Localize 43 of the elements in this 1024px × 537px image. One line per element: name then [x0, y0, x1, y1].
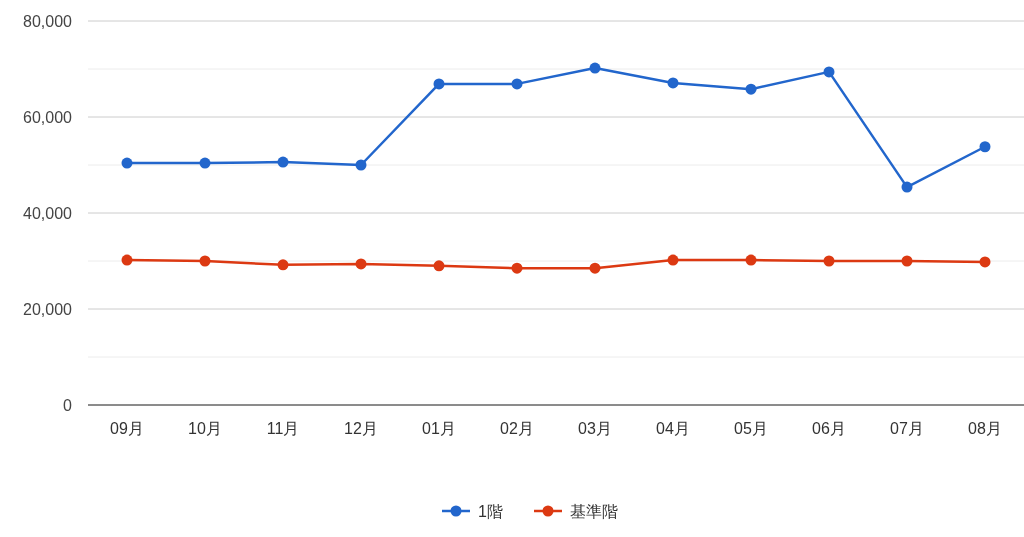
- x-tick-label: 12月: [344, 420, 378, 437]
- point: [355, 258, 367, 270]
- point: [745, 254, 757, 266]
- legend-label: 1階: [478, 502, 503, 520]
- x-tick-label: 07月: [890, 420, 924, 437]
- x-tick-label: 04月: [656, 420, 690, 437]
- point: [121, 157, 133, 169]
- point: [355, 159, 367, 171]
- point: [979, 256, 991, 268]
- point: [433, 260, 445, 272]
- point: [589, 62, 601, 74]
- x-tick-label: 10月: [188, 420, 222, 437]
- point: [511, 262, 523, 274]
- y-tick-label: 20,000: [23, 300, 73, 318]
- point: [901, 181, 913, 193]
- point: [589, 262, 601, 274]
- point: [823, 255, 835, 267]
- point: [901, 255, 913, 267]
- point: [667, 254, 679, 266]
- y-tick-label: 0: [63, 396, 73, 414]
- point: [277, 156, 289, 168]
- point: [745, 83, 757, 95]
- point: [199, 157, 211, 169]
- x-tick-label: 11月: [266, 420, 300, 437]
- y-tick-label: 60,000: [23, 108, 73, 126]
- x-tick-label: 03月: [578, 420, 612, 437]
- y-tick-label: 80,000: [23, 12, 73, 30]
- x-tick-label: 01月: [422, 420, 456, 437]
- x-tick-label: 06月: [812, 420, 846, 437]
- x-tick-label: 02月: [500, 420, 534, 437]
- point: [199, 255, 211, 267]
- point: [823, 66, 835, 78]
- x-tick-label: 09月: [110, 420, 144, 437]
- legend-label: 基準階: [570, 502, 618, 520]
- point: [979, 141, 991, 153]
- point: [277, 259, 289, 271]
- point: [433, 78, 445, 90]
- y-tick-label: 40,000: [23, 204, 73, 222]
- point: [511, 78, 523, 90]
- x-tick-label: 08月: [968, 420, 1002, 437]
- point: [667, 77, 679, 89]
- x-tick-label: 05月: [734, 420, 768, 437]
- point: [121, 254, 133, 266]
